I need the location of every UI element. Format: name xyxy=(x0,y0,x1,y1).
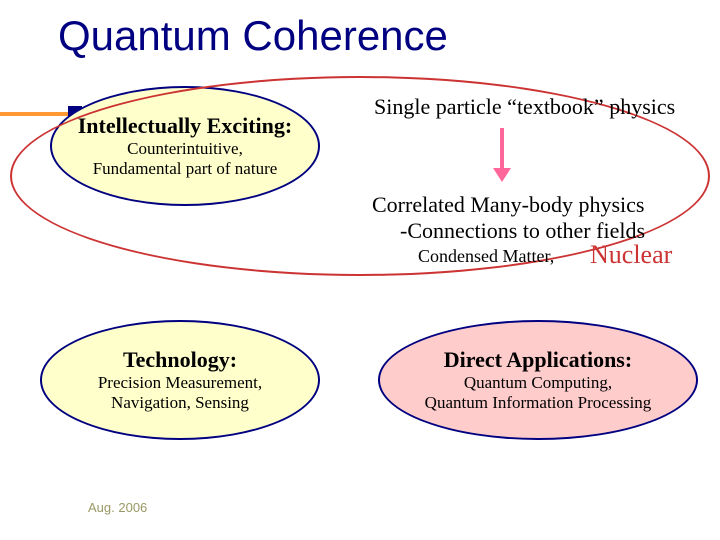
ellipse-technology-sub: Precision Measurement,Navigation, Sensin… xyxy=(98,373,262,413)
text-condensed-matter: Condensed Matter, xyxy=(418,246,554,267)
text-single-particle: Single particle “textbook” physics xyxy=(374,94,675,120)
arrow-down-icon xyxy=(500,128,504,168)
text-nuclear: Nuclear xyxy=(590,240,672,270)
arrow-down-head-icon xyxy=(493,168,511,182)
ellipse-technology: Technology: Precision Measurement,Naviga… xyxy=(40,320,320,440)
ellipse-applications-title: Direct Applications: xyxy=(444,347,632,373)
slide-title: Quantum Coherence xyxy=(58,12,448,60)
ellipse-technology-title: Technology: xyxy=(123,347,237,373)
text-many-body: Correlated Many-body physics xyxy=(372,192,645,218)
footer-date: Aug. 2006 xyxy=(88,500,147,515)
accent-line xyxy=(0,112,68,116)
ellipse-applications: Direct Applications: Quantum Computing,Q… xyxy=(378,320,698,440)
ellipse-applications-sub: Quantum Computing,Quantum Information Pr… xyxy=(425,373,652,413)
